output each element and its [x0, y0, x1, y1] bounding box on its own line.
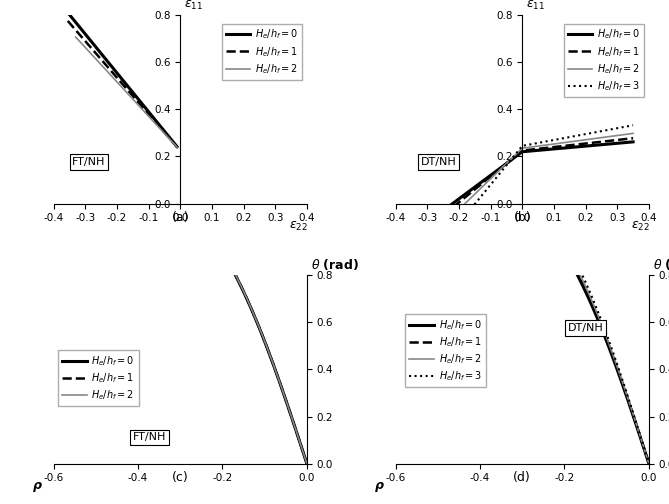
Text: $\varepsilon_{11}$: $\varepsilon_{11}$ — [185, 0, 203, 12]
Text: DT/NH: DT/NH — [568, 323, 603, 333]
Text: (a): (a) — [171, 211, 189, 224]
Text: DT/NH: DT/NH — [421, 157, 456, 167]
Text: FT/NH: FT/NH — [133, 432, 167, 443]
Legend: $H_e /h_f = 0$, $H_e /h_f = 1$, $H_e /h_f = 2$: $H_e /h_f = 0$, $H_e /h_f = 1$, $H_e /h_… — [221, 24, 302, 80]
Text: FT/NH: FT/NH — [72, 157, 106, 167]
Text: (c): (c) — [172, 471, 189, 484]
Text: $\varepsilon_{22}$: $\varepsilon_{22}$ — [289, 220, 308, 233]
Text: $\boldsymbol{\rho}$: $\boldsymbol{\rho}$ — [31, 480, 42, 494]
Legend: $H_e /h_f = 0$, $H_e /h_f = 1$, $H_e /h_f = 2$, $H_e /h_f = 3$: $H_e /h_f = 0$, $H_e /h_f = 1$, $H_e /h_… — [405, 314, 486, 387]
Text: $\boldsymbol{\rho}$: $\boldsymbol{\rho}$ — [374, 480, 385, 494]
Text: $\theta$ (rad): $\theta$ (rad) — [653, 258, 669, 273]
Text: $\theta$ (rad): $\theta$ (rad) — [311, 258, 359, 273]
Text: (d): (d) — [513, 471, 531, 484]
Text: $\varepsilon_{11}$: $\varepsilon_{11}$ — [527, 0, 545, 12]
Text: (b): (b) — [513, 211, 531, 224]
Text: $\varepsilon_{22}$: $\varepsilon_{22}$ — [632, 220, 650, 233]
Legend: $H_e /h_f = 0$, $H_e /h_f = 1$, $H_e /h_f = 2$, $H_e /h_f = 3$: $H_e /h_f = 0$, $H_e /h_f = 1$, $H_e /h_… — [564, 24, 644, 97]
Legend: $H_e /h_f = 0$, $H_e /h_f = 1$, $H_e /h_f = 2$: $H_e /h_f = 0$, $H_e /h_f = 1$, $H_e /h_… — [58, 350, 138, 406]
